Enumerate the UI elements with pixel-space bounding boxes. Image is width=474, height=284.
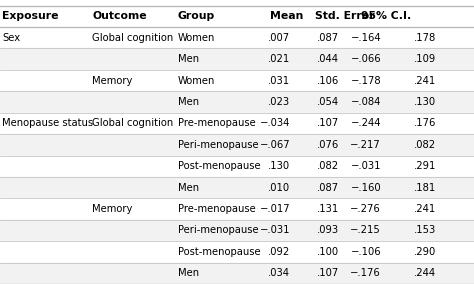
Text: −.067: −.067 [259,140,290,150]
Text: −.084: −.084 [351,97,381,107]
Bar [0,220,474,241]
Text: .034: .034 [268,268,290,278]
Text: −.215: −.215 [350,225,381,235]
Text: −.160: −.160 [350,183,381,193]
Text: −.106: −.106 [350,247,381,257]
Text: .106: .106 [317,76,339,85]
Text: −.217: −.217 [350,140,381,150]
Text: .010: .010 [268,183,290,193]
Bar [0,177,474,198]
Text: .044: .044 [317,54,339,64]
Text: .109: .109 [414,54,436,64]
Text: .023: .023 [268,97,290,107]
Text: .031: .031 [268,76,290,85]
Text: .153: .153 [414,225,436,235]
Bar [0,134,474,156]
Text: .082: .082 [317,161,339,171]
Bar [0,156,474,177]
Text: .130: .130 [414,97,436,107]
Text: Pre-menopause: Pre-menopause [178,204,255,214]
Text: −.176: −.176 [350,268,381,278]
Text: −.164: −.164 [350,33,381,43]
Text: .082: .082 [414,140,436,150]
Text: Memory: Memory [92,204,133,214]
Bar [0,263,474,284]
Text: Men: Men [178,268,199,278]
Text: .054: .054 [317,97,339,107]
Text: Outcome: Outcome [92,11,147,21]
Bar [0,70,474,91]
Text: .244: .244 [414,268,436,278]
Text: Post-menopause: Post-menopause [178,161,260,171]
Bar [0,113,474,134]
Text: Memory: Memory [92,76,133,85]
Text: .021: .021 [268,54,290,64]
Text: .181: .181 [414,183,436,193]
Text: Post-menopause: Post-menopause [178,247,260,257]
Text: Global cognition: Global cognition [92,118,173,128]
Text: −.017: −.017 [259,204,290,214]
Text: Men: Men [178,183,199,193]
Text: Men: Men [178,54,199,64]
Text: .291: .291 [414,161,436,171]
Text: −.244: −.244 [351,118,381,128]
Text: Women: Women [178,33,215,43]
Text: Sex: Sex [2,33,20,43]
Text: −.178: −.178 [350,76,381,85]
Text: .007: .007 [268,33,290,43]
Text: Std. Error: Std. Error [315,11,375,21]
Text: 95% C.I.: 95% C.I. [361,11,411,21]
Bar [0,49,474,70]
Text: Exposure: Exposure [2,11,59,21]
Text: .241: .241 [414,204,436,214]
Text: Peri-menopause: Peri-menopause [178,140,258,150]
Text: .087: .087 [317,33,339,43]
Text: .087: .087 [317,183,339,193]
Text: Women: Women [178,76,215,85]
Bar [0,198,474,220]
Text: .093: .093 [317,225,339,235]
Text: .076: .076 [317,140,339,150]
Bar [0,91,474,113]
Text: −.031: −.031 [260,225,290,235]
Bar [0,27,474,49]
Text: .100: .100 [317,247,339,257]
Text: .176: .176 [414,118,436,128]
Text: Mean: Mean [270,11,303,21]
Text: Group: Group [178,11,215,21]
Text: Pre-menopause: Pre-menopause [178,118,255,128]
Text: Menopause status: Menopause status [2,118,93,128]
Text: .130: .130 [268,161,290,171]
Text: .131: .131 [317,204,339,214]
Text: −.066: −.066 [350,54,381,64]
Text: Men: Men [178,97,199,107]
Text: −.031: −.031 [351,161,381,171]
Text: .241: .241 [414,76,436,85]
Text: −.276: −.276 [350,204,381,214]
Bar [0,241,474,263]
Text: .290: .290 [414,247,436,257]
Text: .107: .107 [317,118,339,128]
Text: Peri-menopause: Peri-menopause [178,225,258,235]
Text: .178: .178 [414,33,436,43]
Text: .092: .092 [268,247,290,257]
Text: −.034: −.034 [260,118,290,128]
Text: .107: .107 [317,268,339,278]
Text: Global cognition: Global cognition [92,33,173,43]
